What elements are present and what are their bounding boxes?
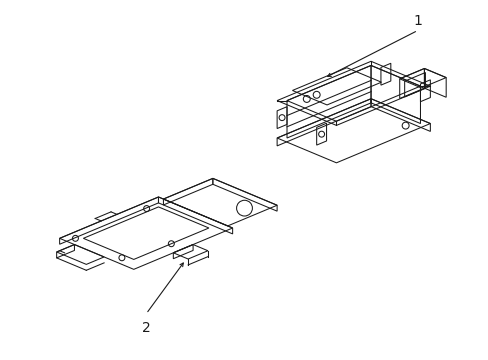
Text: 2: 2 [142,321,150,335]
Text: 1: 1 [413,14,422,27]
